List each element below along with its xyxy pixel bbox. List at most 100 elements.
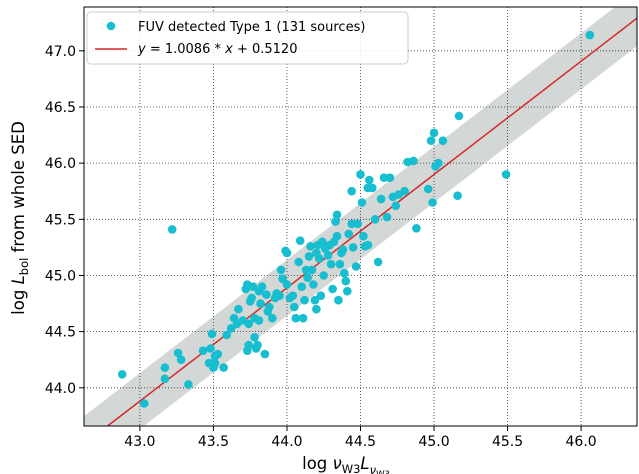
data-point (268, 313, 277, 323)
data-point (318, 237, 327, 247)
data-point (288, 291, 298, 301)
data-point (307, 265, 317, 275)
data-point (356, 170, 365, 179)
data-point (160, 374, 170, 384)
data-point (338, 245, 348, 254)
data-point (222, 330, 231, 340)
data-point (370, 215, 380, 224)
data-point (363, 240, 373, 250)
data-point (348, 243, 358, 252)
data-point (429, 128, 439, 138)
y-tick-label: 47.0 (45, 44, 76, 60)
data-point (316, 291, 326, 301)
x-tick-label: 46.0 (566, 434, 597, 450)
data-point (331, 217, 340, 226)
data-point (423, 184, 433, 194)
x-tick-label: 44.5 (345, 434, 376, 450)
data-point (301, 265, 311, 275)
data-point (260, 349, 270, 359)
data-point (340, 268, 349, 278)
data-point (315, 254, 324, 263)
y-tick-label: 45.0 (45, 268, 76, 284)
data-point (173, 348, 183, 358)
data-point (176, 355, 186, 365)
data-point (303, 273, 312, 283)
data-point (332, 231, 342, 241)
data-point (438, 136, 448, 145)
data-point (453, 191, 462, 200)
data-point (334, 295, 343, 305)
data-point (454, 111, 464, 121)
legend-label-points: FUV detected Type 1 (131 sources) (138, 20, 365, 35)
data-point (376, 194, 386, 204)
data-point (312, 304, 321, 314)
data-point (306, 242, 315, 251)
ticks-layer: 43.0 43.5 44.0 44.5 45.0 45.5 46.0 44.0 44.5 45.0… (45, 44, 597, 450)
legend-label-fit-line: y = 1.0086 * x + 0.5120 (137, 42, 297, 57)
data-point (282, 280, 292, 289)
points-layer (117, 30, 595, 408)
data-point (434, 158, 443, 168)
data-point (343, 286, 352, 296)
data-point (426, 136, 436, 145)
fit-line-layer (106, 17, 637, 426)
data-point (291, 313, 301, 323)
data-point (309, 280, 318, 289)
data-point (332, 210, 342, 220)
y-tick-label: 44.5 (45, 325, 76, 341)
data-point (400, 186, 409, 196)
confidence-band (84, 7, 637, 426)
data-point (247, 293, 256, 303)
data-point (256, 299, 265, 308)
data-point (207, 329, 217, 339)
fit-line (106, 17, 637, 426)
x-axis-label: log νW3LνW3 (302, 454, 390, 474)
data-point (347, 186, 357, 196)
data-point (254, 316, 264, 325)
data-point (344, 229, 354, 239)
data-point (335, 259, 345, 269)
data-point (365, 175, 374, 185)
data-point (275, 291, 284, 301)
data-point (373, 257, 383, 267)
data-point (297, 282, 307, 292)
y-tick-label: 45.5 (45, 212, 76, 228)
data-point (585, 30, 595, 40)
x-tick-label: 43.0 (124, 434, 155, 450)
data-point (323, 251, 333, 260)
data-point (295, 236, 305, 245)
data-point (244, 319, 253, 329)
data-point (140, 399, 149, 408)
data-point (253, 340, 262, 350)
legend-marker-points (106, 21, 116, 31)
data-point (385, 173, 395, 182)
data-point (304, 252, 314, 261)
data-point (294, 257, 304, 267)
x-tick-label: 43.5 (198, 434, 229, 450)
data-point (501, 170, 511, 179)
data-point (351, 262, 361, 271)
confidence-band-layer (84, 7, 637, 426)
data-point (244, 340, 253, 350)
data-point (262, 290, 271, 299)
x-tick-label: 44.0 (271, 434, 302, 450)
data-point (257, 282, 267, 292)
y-tick-label: 46.5 (45, 100, 76, 116)
data-point (167, 225, 177, 234)
data-point (265, 302, 274, 312)
x-tick-label: 45.0 (418, 434, 449, 450)
data-point (357, 198, 367, 207)
data-point (213, 349, 223, 359)
data-point (353, 219, 362, 229)
data-point (310, 295, 320, 305)
data-point (298, 313, 308, 323)
data-point (210, 358, 220, 368)
data-point (219, 363, 228, 372)
data-point (206, 344, 215, 353)
legend-box (86, 11, 409, 65)
data-point (359, 231, 368, 241)
data-point (341, 276, 351, 286)
data-point (248, 282, 258, 292)
data-point (409, 156, 418, 166)
